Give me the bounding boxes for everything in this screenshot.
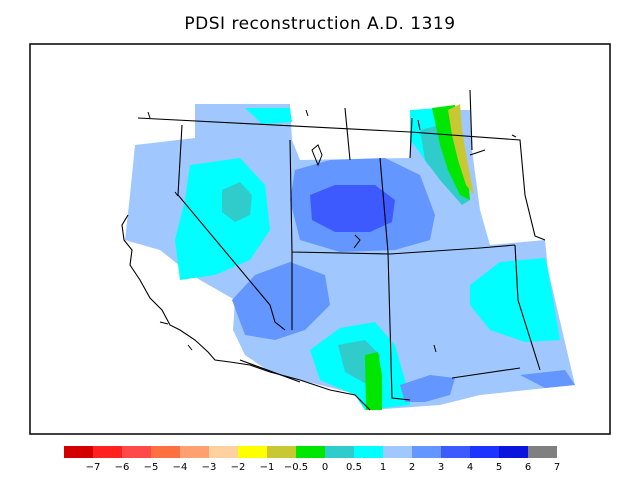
pdsi-field-green	[432, 105, 470, 200]
legend-label: 2	[409, 462, 415, 473]
legend-label: −3	[202, 462, 217, 473]
lakes	[147, 109, 517, 353]
pdsi-field-green-south	[365, 352, 382, 410]
pdsi-field-midblue-southwest	[232, 262, 330, 340]
legend-swatch	[441, 446, 470, 458]
legend-label: 7	[554, 462, 560, 473]
legend-swatch	[470, 446, 499, 458]
legend-swatch	[180, 446, 209, 458]
pdsi-field-olive	[448, 104, 474, 195]
legend-swatch	[151, 446, 180, 458]
legend-label: 5	[496, 462, 502, 473]
legend-label: −7	[86, 462, 101, 473]
legend-label: −1	[260, 462, 275, 473]
map-border	[29, 43, 611, 435]
coastline	[121, 214, 371, 411]
legend-swatch	[383, 446, 412, 458]
legend-swatch	[267, 446, 296, 458]
legend-swatch	[528, 446, 557, 458]
legend-label: −0.5	[284, 462, 308, 473]
legend-swatch	[64, 446, 93, 458]
legend-label: −2	[231, 462, 246, 473]
legend-label: 4	[467, 462, 473, 473]
legend-label: 1	[380, 462, 386, 473]
legend-swatch	[354, 446, 383, 458]
state-borders	[137, 89, 546, 401]
legend-label: −5	[144, 462, 159, 473]
legend-swatch	[325, 446, 354, 458]
legend-label: 6	[525, 462, 531, 473]
legend-swatch	[209, 446, 238, 458]
pdsi-field-midblue-southeast	[520, 370, 575, 388]
legend-swatch	[93, 446, 122, 458]
legend-swatch	[296, 446, 325, 458]
pdsi-field-cyan-nevada	[175, 158, 270, 280]
map-title: PDSI reconstruction A.D. 1319	[184, 14, 456, 34]
legend-label: 0.5	[346, 462, 362, 473]
legend-swatch	[238, 446, 267, 458]
legend-label: 3	[438, 462, 444, 473]
legend-swatch	[412, 446, 441, 458]
legend-label: 0	[322, 462, 328, 473]
legend-swatch	[122, 446, 151, 458]
pdsi-field-darkblue-utah	[310, 185, 395, 232]
pdsi-field-cyan-east	[470, 258, 560, 342]
pdsi-field-teal-nevada	[222, 182, 252, 222]
legend-swatch	[499, 446, 528, 458]
legend-label: −6	[115, 462, 130, 473]
pdsi-field-cyan-north	[245, 108, 292, 124]
pdsi-field-midblue-south	[400, 375, 455, 402]
legend-label: −4	[173, 462, 188, 473]
